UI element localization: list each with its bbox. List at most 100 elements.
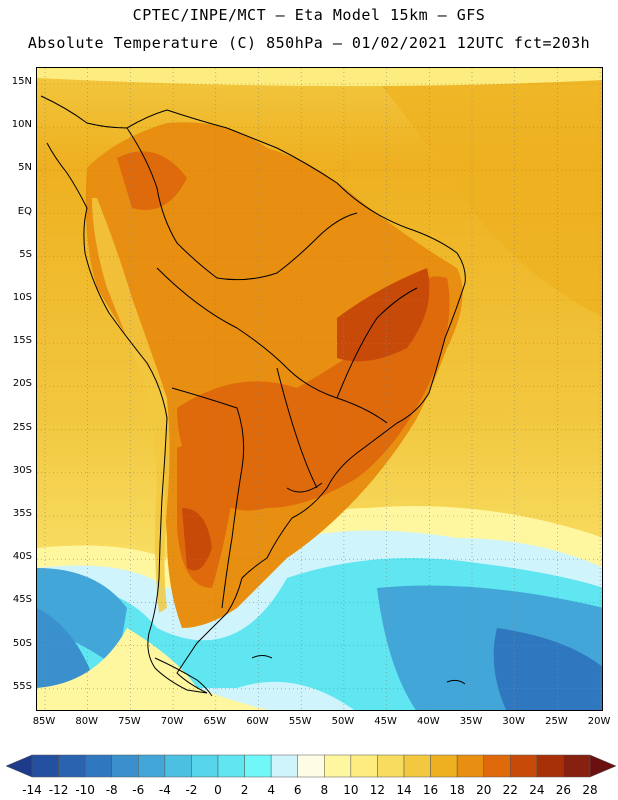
southern-borders <box>171 387 245 609</box>
colorbar-tick-label: 4 <box>267 783 275 797</box>
north-hot-zone <box>117 151 187 210</box>
map-subtitle: Absolute Temperature (C) 850hPa – 01/02/… <box>27 34 591 52</box>
lon-label: 55W <box>288 716 312 727</box>
lat-label: 25S <box>12 421 32 433</box>
temperature-field <box>37 68 602 710</box>
colorbar-cell <box>297 754 325 778</box>
pacific-cold-zone <box>37 568 127 668</box>
colorbar-cell <box>111 754 139 778</box>
lon-label: 60W <box>246 716 269 727</box>
colorbar-cell <box>510 754 538 778</box>
lon-label: 50W <box>331 716 355 727</box>
lat-label: 45S <box>12 594 32 606</box>
colorbar-tick-label: -10 <box>75 783 95 797</box>
colorbar-cell <box>217 754 245 778</box>
coastlines <box>40 95 466 697</box>
colorbar-cell <box>483 754 511 778</box>
colorbar-cell <box>31 754 59 778</box>
lat-label: 55S <box>12 680 32 692</box>
lat-label: 10N <box>11 119 32 131</box>
colorbar-cell <box>84 754 112 778</box>
lat-label: 10S <box>12 292 32 303</box>
colorbar-cell <box>191 754 219 778</box>
brazil-state-lines <box>336 287 418 399</box>
colorbar-tick-label: 26 <box>556 783 571 797</box>
colorbar-tick-label: -6 <box>132 783 144 797</box>
lat-label: 30S <box>12 464 32 476</box>
lat-label: 15N <box>11 76 32 87</box>
colorbar-high-arrow <box>589 754 617 778</box>
colorbar-tick-label: -12 <box>49 783 69 797</box>
lon-label: 35W <box>459 716 483 727</box>
colorbar-low-arrow <box>5 754 33 778</box>
colorbar-tick-label: 2 <box>241 783 249 797</box>
colorbar-cell <box>456 754 484 778</box>
brazil-hottest-zone <box>337 268 430 362</box>
continent-outline <box>40 95 466 694</box>
map-title: CPTEC/INPE/MCT – Eta Model 15km – GFS <box>132 6 486 24</box>
warm-ocean-region <box>367 68 602 317</box>
south-georgia <box>446 679 466 685</box>
lon-label: 45W <box>374 716 397 727</box>
colorbar-tick-label: 20 <box>476 783 491 797</box>
colorbar-cell <box>270 754 298 778</box>
uruguay-border <box>286 482 323 493</box>
pacific-colder-zone <box>37 608 97 688</box>
colorbar-tick-label: -4 <box>159 783 171 797</box>
lon-label: 85W <box>32 716 56 727</box>
colorbar-cell <box>350 754 378 778</box>
tierra-del-fuego <box>154 657 213 697</box>
lat-label: 15S <box>12 335 32 347</box>
lat-label: EQ <box>17 205 32 217</box>
colorbar-tick-label: 8 <box>320 783 328 797</box>
temperature-map <box>36 67 603 711</box>
lon-label: 30W <box>502 716 525 727</box>
northern-borders <box>126 127 358 281</box>
colorbar-tick-label: 16 <box>423 783 438 797</box>
colorbar-cell <box>164 754 192 778</box>
colorbar-cell <box>430 754 458 778</box>
paraguay-border <box>276 367 318 489</box>
lon-label: 70W <box>160 716 184 727</box>
lon-label: 40W <box>416 716 440 727</box>
central-borders <box>156 267 388 424</box>
patagonia-mild-zone <box>37 628 269 710</box>
colorbar-tick-label: 14 <box>396 783 411 797</box>
lat-label: 20S <box>12 378 32 390</box>
colorbar-tick-label: -14 <box>22 783 42 797</box>
lat-label: 5N <box>18 162 32 174</box>
lat-label: 5S <box>19 248 32 260</box>
colorbar-cell <box>138 754 166 778</box>
colorbar-cell <box>403 754 431 778</box>
north-pale-band <box>37 68 602 87</box>
color-scale-bar: -14 -12 -10 -8 -6 -4 -2 0 2 4 6 8 10 12 14 16 18 20 22 24 26… <box>5 754 617 797</box>
colorbar-tick-label: 24 <box>529 783 544 797</box>
colorbar-cell <box>324 754 352 778</box>
colorbar-tick-label: 0 <box>214 783 222 797</box>
lat-label: 40S <box>12 551 32 563</box>
colorbar-cell <box>377 754 405 778</box>
colorbar-cell <box>58 754 86 778</box>
colorbar-cell <box>536 754 564 778</box>
colorbar-tick-label: 6 <box>294 783 302 797</box>
andes-cool-band <box>92 198 170 613</box>
lon-label: 80W <box>75 716 98 727</box>
lon-label: 65W <box>203 716 227 727</box>
colorbar-tick-label: 12 <box>370 783 385 797</box>
lat-lon-grid <box>37 68 602 710</box>
colorbar-cell <box>244 754 272 778</box>
colorbar-tick-label: -8 <box>106 783 118 797</box>
lat-label: 35S <box>12 508 32 519</box>
falkland-islands <box>251 655 273 659</box>
lat-label: 50S <box>12 637 32 649</box>
lon-label: 75W <box>118 716 141 727</box>
lon-label: 20W <box>587 716 611 727</box>
colorbar-tick-label: 22 <box>503 783 518 797</box>
colorbar-tick-label: 28 <box>582 783 597 797</box>
colorbar-tick-label: -2 <box>185 783 197 797</box>
south-coldest-zone <box>493 628 602 710</box>
colorbar-tick-label: 10 <box>343 783 358 797</box>
lon-label: 25W <box>545 716 568 727</box>
colorbar-tick-label: 18 <box>450 783 465 797</box>
argentina-hottest-zone <box>182 508 212 571</box>
